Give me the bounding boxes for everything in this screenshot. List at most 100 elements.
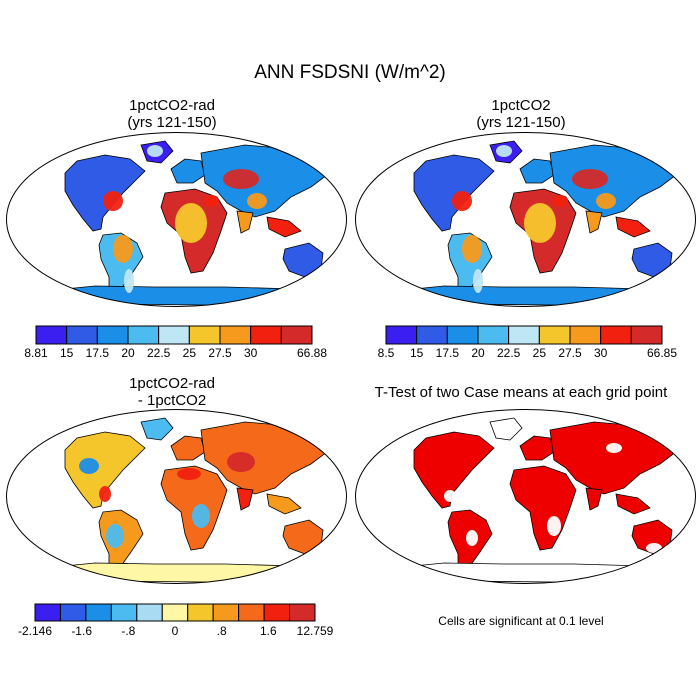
landmass-seAsia (615, 216, 651, 238)
colorbar-swatch (250, 325, 282, 345)
colorbar-tick-label: 15 (409, 346, 424, 360)
colorbar-tick-label: 27.5 (208, 346, 232, 360)
field-patch (177, 468, 201, 480)
field-patch (462, 235, 482, 263)
colorbar-swatch (289, 603, 316, 622)
colorbar-swatch (158, 325, 190, 345)
landmass-antarctica (43, 285, 317, 306)
colorbar-swatch (263, 603, 291, 622)
colorbar-tick-label: 66.85 (646, 346, 678, 360)
panel-title-line2: (yrs 121-150) (476, 114, 566, 131)
panel-title-top-right: 1pctCO2 (yrs 121-150) (361, 97, 681, 131)
colorbar-tick-label: 22.5 (496, 346, 521, 360)
colorbar-swatch (35, 325, 68, 345)
colorbar-tick-label: 30 (593, 346, 608, 360)
colorbar-swatch (59, 603, 87, 622)
field-patch (452, 191, 472, 211)
colorbar-top-right (385, 325, 663, 350)
field-patch (124, 269, 134, 293)
colorbar-swatch (66, 325, 98, 345)
landmass-northAmerica (413, 431, 495, 509)
colorbar-swatch (187, 603, 214, 622)
field-patch (223, 169, 259, 189)
colorbar-swatch (600, 325, 632, 345)
field-patch (547, 516, 561, 536)
colorbar-top-left (35, 325, 313, 350)
landmass-seAsia (266, 216, 302, 238)
colorbar-swatch (508, 325, 540, 345)
colorbar-swatch (110, 603, 138, 622)
field-patch (175, 203, 207, 243)
landmass-india (236, 210, 254, 234)
landmass-antarctica (392, 562, 666, 583)
map-panel-bottom-right (354, 408, 697, 585)
field-patch (247, 193, 267, 209)
field-patch (498, 423, 510, 433)
field-patch (646, 543, 662, 553)
colorbar-swatch (219, 325, 252, 345)
colorbar-tick-label: 20 (121, 346, 135, 360)
colorbar-tick-label: -2.146 (17, 624, 53, 638)
colorbar-labels-top-right: 8.5 15 17.5 20 22.5 25 27.5 30 66.85 (378, 346, 677, 362)
colorbar-swatch (127, 325, 160, 345)
field-patch (113, 235, 133, 263)
field-patch (103, 191, 123, 211)
panel-title-top-left: 1pctCO2-rad (yrs 121-150) (12, 97, 332, 131)
colorbar-tick-label: 12.759 (296, 624, 334, 638)
colorbar-swatch (630, 325, 663, 345)
landmass-india (236, 487, 254, 511)
field-patch (192, 504, 210, 528)
colorbar-tick-label: 15 (59, 346, 74, 360)
colorbar-tick-label: -1.6 (71, 624, 92, 638)
field-patch (203, 195, 219, 207)
field-patch (496, 145, 512, 157)
colorbar-tick-label: 0 (171, 624, 179, 638)
landmass-seAsia (615, 493, 651, 515)
field-patch (147, 145, 163, 157)
colorbar-bottom-left (34, 603, 316, 627)
colorbar-tick-label: 1.6 (259, 624, 277, 638)
panel-title-line1: 1pctCO2-rad (129, 97, 215, 114)
colorbar-swatch (569, 325, 602, 345)
colorbar-tick-label: 20 (471, 346, 485, 360)
field-patch (572, 169, 608, 189)
landmass-india (585, 210, 603, 234)
colorbar-swatch (85, 603, 112, 622)
map-panel-bottom-left (5, 408, 348, 585)
landmass-northAmerica (64, 431, 146, 509)
colorbar-tick-label: 25 (532, 346, 547, 360)
colorbar-swatch (477, 325, 510, 345)
field-patch (596, 193, 616, 209)
field-patch (473, 269, 483, 293)
colorbar-swatch (416, 325, 448, 345)
field-patch (79, 458, 99, 474)
panel-title-line1: T-Test of two Case means at each grid po… (374, 384, 668, 401)
colorbar-tick-label: 30 (243, 346, 258, 360)
colorbar-labels-top-left: 8.81 15 17.5 20 22.5 25 27.5 30 66.88 (24, 346, 327, 362)
map-border (355, 132, 696, 307)
field-patch (227, 452, 255, 472)
colorbar-swatch (538, 325, 571, 345)
map-panel-top-left (5, 131, 348, 308)
colorbar-tick-label: .8 (216, 624, 227, 638)
colorbar-swatch (385, 325, 418, 345)
colorbar-swatch (161, 603, 189, 622)
landmass-africa (160, 465, 228, 551)
field-patch (99, 486, 111, 502)
panel-title-line2: (yrs 121-150) (127, 114, 217, 131)
colorbar-tick-label: 27.5 (558, 346, 582, 360)
map-border (355, 409, 696, 584)
panel-title-bottom-right: T-Test of two Case means at each grid po… (361, 384, 681, 401)
colorbar-swatch (136, 603, 163, 622)
field-patch (466, 530, 478, 546)
colorbar-swatch (212, 603, 240, 622)
panel-title-line1: 1pctCO2 (491, 97, 551, 114)
landmass-seAsia (266, 493, 302, 515)
field-patch (606, 443, 622, 453)
colorbar-tick-label: 17.5 (85, 346, 110, 360)
colorbar-tick-label: 22.5 (146, 346, 171, 360)
colorbar-swatch (188, 325, 221, 345)
world-map-tl (6, 132, 347, 307)
figure-title: ANN FSDSNI (W/m^2) (254, 62, 446, 83)
colorbar-swatch (34, 603, 61, 622)
